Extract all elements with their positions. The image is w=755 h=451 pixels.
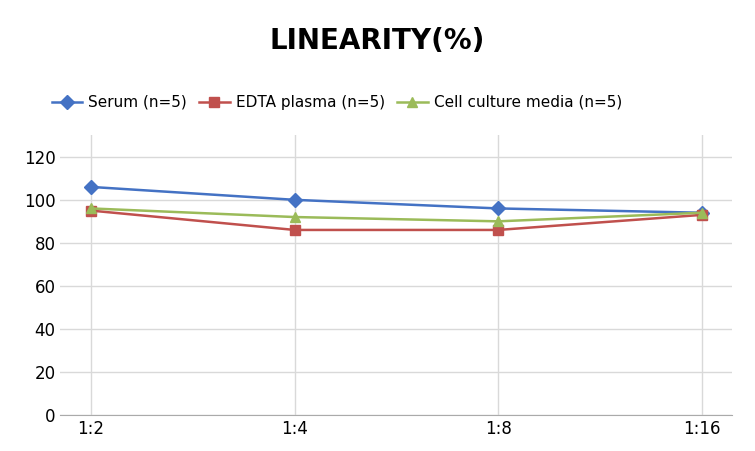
Line: EDTA plasma (n=5): EDTA plasma (n=5) <box>86 206 707 235</box>
Serum (n=5) <box>86 184 95 189</box>
Line: Serum (n=5): Serum (n=5) <box>86 182 707 217</box>
Serum (n=5) <box>494 206 503 211</box>
Line: Cell culture media (n=5): Cell culture media (n=5) <box>86 203 707 226</box>
Serum (n=5) <box>698 210 707 216</box>
Cell culture media (n=5) <box>698 210 707 216</box>
Serum (n=5) <box>290 197 299 202</box>
EDTA plasma (n=5) <box>86 208 95 213</box>
Text: LINEARITY(%): LINEARITY(%) <box>270 27 485 55</box>
Cell culture media (n=5) <box>290 214 299 220</box>
Cell culture media (n=5) <box>494 219 503 224</box>
EDTA plasma (n=5) <box>698 212 707 217</box>
EDTA plasma (n=5) <box>290 227 299 233</box>
Cell culture media (n=5) <box>86 206 95 211</box>
EDTA plasma (n=5) <box>494 227 503 233</box>
Legend: Serum (n=5), EDTA plasma (n=5), Cell culture media (n=5): Serum (n=5), EDTA plasma (n=5), Cell cul… <box>45 89 628 116</box>
